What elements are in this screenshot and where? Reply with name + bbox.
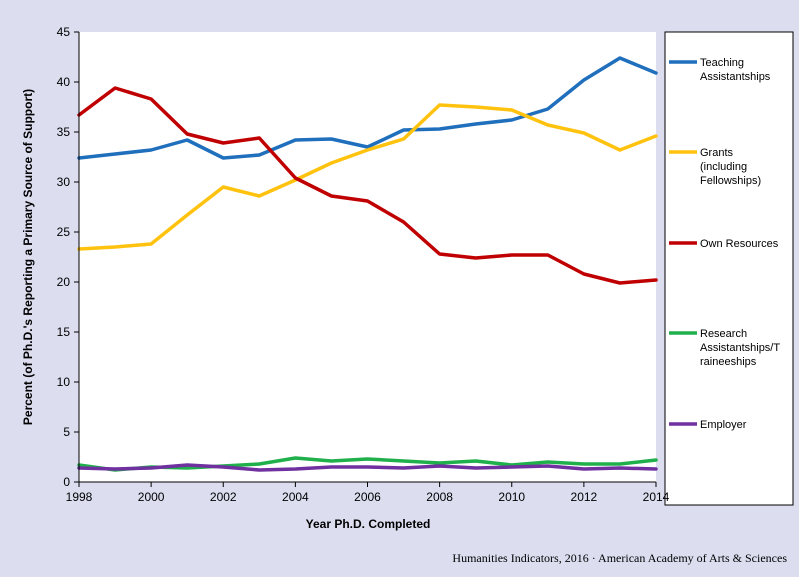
legend-label-employer: Employer bbox=[700, 419, 747, 431]
series-line-employer bbox=[77, 463, 658, 472]
series-line-grants-including-fellowships bbox=[77, 103, 658, 251]
y-tick-label: 15 bbox=[57, 325, 71, 339]
y-axis-title: Percent (of Ph.D.'s Reporting a Primary … bbox=[21, 89, 35, 425]
x-tick-label: 2000 bbox=[138, 490, 165, 504]
legend-label-grants-including-fellowships: Grants (including Fellowships) bbox=[700, 147, 761, 187]
x-tick-label: 2010 bbox=[498, 490, 525, 504]
x-tick-label: 2006 bbox=[354, 490, 381, 504]
y-tick-label: 30 bbox=[57, 175, 71, 189]
y-tick-label: 25 bbox=[57, 225, 71, 239]
legend: Teaching Assistantships Grants (including Fe… bbox=[669, 57, 780, 431]
legend-label-own-resources: Own Resources bbox=[700, 238, 779, 250]
x-tick-label: 2004 bbox=[282, 490, 309, 504]
credit-line: Humanities Indicators, 2016 · American A… bbox=[452, 551, 787, 565]
series-lines bbox=[77, 56, 658, 472]
y-tick-label: 20 bbox=[57, 275, 71, 289]
plot-area bbox=[79, 32, 656, 482]
series-line-own-resources bbox=[77, 86, 658, 285]
x-tick-label: 2008 bbox=[426, 490, 453, 504]
x-tick-label: 2012 bbox=[571, 490, 598, 504]
legend-label-teaching-assistantships: Teaching Assistantships bbox=[700, 57, 771, 83]
x-tick-label: 2002 bbox=[210, 490, 237, 504]
y-tick-label: 45 bbox=[57, 25, 71, 39]
x-tick-label: 1998 bbox=[66, 490, 93, 504]
legend-label-research-assistantships-traineeships: Research Assistantships/T raineeships bbox=[700, 328, 780, 368]
y-tick-label: 35 bbox=[57, 125, 71, 139]
x-ticks: 1998 2000 2002 2004 2006 2008 2010 2012 2014 bbox=[66, 482, 670, 504]
y-tick-label: 10 bbox=[57, 375, 71, 389]
x-tick-label: 2014 bbox=[643, 490, 670, 504]
x-axis-title: Year Ph.D. Completed bbox=[306, 517, 431, 531]
y-tick-label: 5 bbox=[63, 425, 70, 439]
y-tick-label: 40 bbox=[57, 75, 71, 89]
y-ticks: 0 5 10 15 20 25 30 35 40 45 bbox=[57, 25, 79, 489]
y-tick-label: 0 bbox=[63, 475, 70, 489]
series-line-teaching-assistantships bbox=[77, 56, 658, 160]
legend-box bbox=[664, 31, 794, 506]
